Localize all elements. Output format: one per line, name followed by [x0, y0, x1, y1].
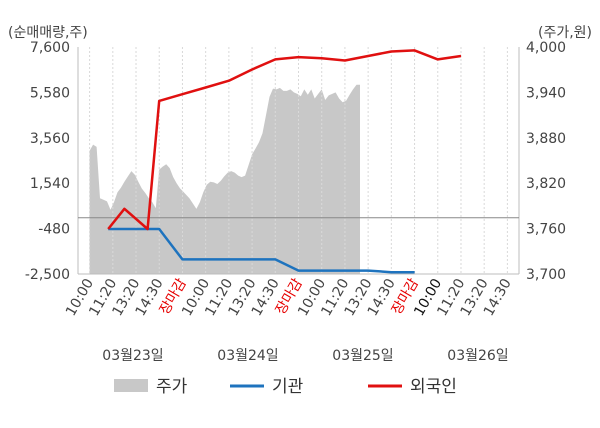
- left-tick-label: 7,600: [30, 40, 70, 56]
- legend-label: 외국인: [410, 377, 457, 397]
- left-tick-label: -2,500: [25, 267, 70, 283]
- right-tick-label: 3,820: [526, 176, 566, 192]
- date-label: 03월23일: [102, 348, 163, 364]
- left-tick-label: 3,560: [30, 131, 70, 147]
- price-area: [89, 84, 360, 274]
- date-label: 03월24일: [217, 348, 278, 364]
- left-tick-label: -480: [38, 222, 70, 238]
- date-label: 03월25일: [332, 348, 393, 364]
- right-axis-unit-label: (주가,원): [538, 25, 592, 41]
- right-tick-label: 4,000: [526, 40, 566, 56]
- left-tick-label: 5,580: [30, 85, 70, 101]
- legend-swatch-price: [114, 379, 148, 392]
- right-tick-label: 3,940: [526, 85, 566, 101]
- legend-label: 기관: [272, 377, 303, 397]
- left-axis-unit-label: (순매매량,주): [8, 25, 88, 41]
- date-label: 03월26일: [447, 348, 508, 364]
- series-line-institution: [108, 227, 415, 274]
- right-tick-label: 3,700: [526, 267, 566, 283]
- legend-label: 주가: [156, 377, 188, 397]
- right-tick-label: 3,760: [526, 222, 566, 238]
- right-tick-label: 3,880: [526, 131, 566, 147]
- left-tick-label: 1,540: [30, 176, 70, 192]
- series-line-foreign: [107, 49, 462, 231]
